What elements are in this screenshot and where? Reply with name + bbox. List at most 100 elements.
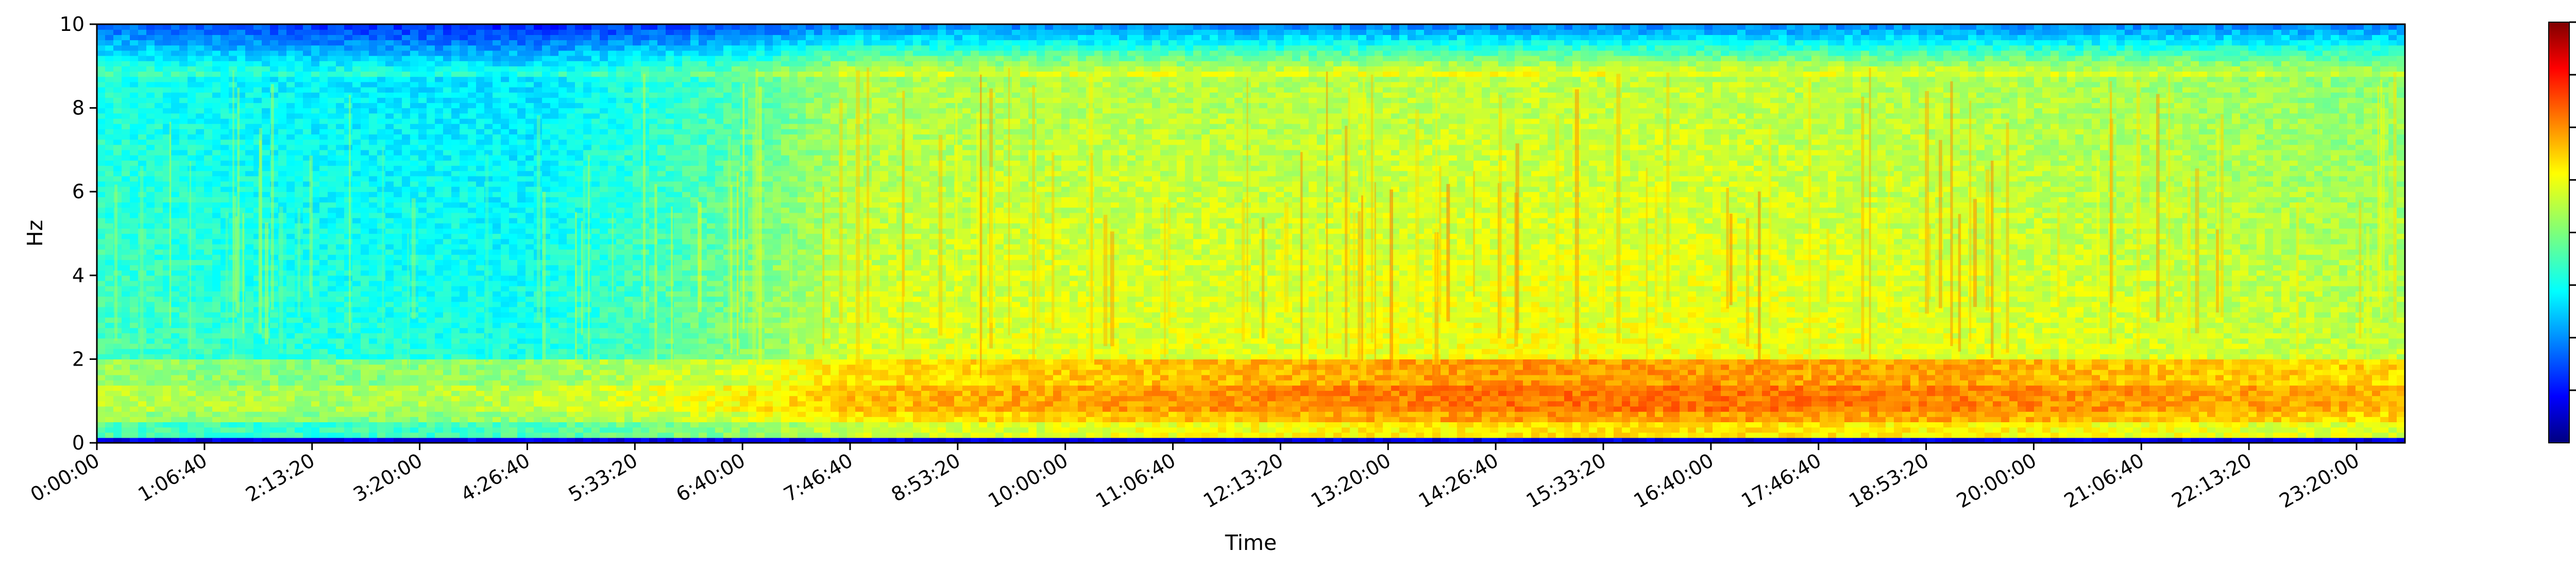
heatmap-cell [352, 202, 361, 208]
heatmap-cell [451, 406, 460, 412]
heatmap-cell [460, 427, 468, 433]
heatmap-cell [328, 61, 336, 66]
heatmap-cell [591, 134, 600, 140]
heatmap-cell [418, 124, 427, 129]
heatmap-cell [336, 297, 345, 302]
heatmap-cell [435, 265, 444, 271]
heatmap-cell [493, 176, 501, 182]
heatmap-cell [369, 176, 378, 182]
heatmap-cell [253, 417, 262, 422]
heatmap-cell [550, 56, 559, 61]
heatmap-cell [526, 312, 534, 318]
heatmap-cell [311, 134, 320, 140]
heatmap-cell [130, 338, 139, 344]
heatmap-cell [253, 375, 262, 381]
heatmap-cell [410, 150, 419, 156]
heatmap-cell [122, 155, 130, 161]
heatmap-cell [204, 234, 213, 239]
heatmap-cell [97, 56, 106, 61]
heatmap-cell [361, 140, 369, 145]
heatmap-cell [476, 359, 485, 365]
heatmap-cell [262, 417, 270, 422]
heatmap-cell [369, 380, 378, 386]
heatmap-cell [171, 61, 180, 66]
heatmap-cell [113, 359, 122, 365]
heatmap-cell [567, 208, 575, 213]
heatmap-cell [460, 50, 468, 56]
heatmap-cell [501, 29, 510, 35]
heatmap-cell [591, 433, 600, 438]
heatmap-cell [600, 396, 608, 402]
heatmap-cell [402, 370, 411, 375]
heatmap-cell [418, 150, 427, 156]
heatmap-cell [509, 140, 518, 145]
heatmap-cell [245, 396, 254, 402]
heatmap-cell [526, 150, 534, 156]
heatmap-cell [377, 176, 386, 182]
heatmap-cell [171, 338, 180, 344]
heatmap-cell [328, 302, 336, 307]
heatmap-cell [435, 223, 444, 229]
heatmap-cell [245, 427, 254, 433]
heatmap-cell [286, 29, 295, 35]
heatmap-cell [204, 327, 213, 333]
heatmap-cell [179, 165, 188, 171]
heatmap-cell [558, 45, 567, 51]
heatmap-cell [427, 291, 435, 297]
heatmap-cell [278, 113, 287, 119]
heatmap-cell [253, 365, 262, 370]
heatmap-cell [435, 260, 444, 265]
heatmap-cell [468, 72, 477, 77]
heatmap-cell [402, 29, 411, 35]
heatmap-cell [278, 411, 287, 417]
heatmap-cell [303, 29, 312, 35]
heatmap-cell [204, 375, 213, 381]
heatmap-cell [155, 302, 163, 307]
heatmap-cell [484, 129, 493, 134]
heatmap-cell [558, 380, 567, 386]
heatmap-cell [188, 265, 196, 271]
heatmap-cell [443, 370, 452, 375]
heatmap-cell [105, 317, 114, 323]
heatmap-cell [509, 181, 518, 187]
heatmap-cell [526, 140, 534, 145]
heatmap-cell [517, 118, 526, 124]
heatmap-cell [105, 208, 114, 213]
heatmap-cell [336, 396, 345, 402]
heatmap-cell [385, 365, 394, 370]
heatmap-cell [410, 45, 419, 51]
heatmap-cell [567, 118, 575, 124]
heatmap-cell [196, 254, 205, 260]
heatmap-cell [451, 286, 460, 291]
heatmap-cell [196, 417, 205, 422]
heatmap-cell [319, 66, 328, 72]
heatmap-cell [105, 244, 114, 250]
heatmap-cell [361, 411, 369, 417]
heatmap-cell [369, 317, 378, 323]
heatmap-cell [484, 40, 493, 46]
heatmap-cell [427, 333, 435, 339]
heatmap-cell [451, 171, 460, 177]
heatmap-cell [328, 312, 336, 318]
heatmap-cell [526, 197, 534, 202]
heatmap-cell [171, 234, 180, 239]
heatmap-cell [146, 108, 155, 114]
heatmap-cell [517, 176, 526, 182]
heatmap-cell [295, 72, 303, 77]
heatmap-cell [394, 322, 402, 328]
heatmap-cell [146, 417, 155, 422]
heatmap-cell [377, 291, 386, 297]
heatmap-cell [443, 254, 452, 260]
heatmap-cell [221, 197, 229, 202]
heatmap-cell [369, 228, 378, 234]
heatmap-cell [435, 291, 444, 297]
heatmap-cell [410, 406, 419, 412]
heatmap-cell [468, 77, 477, 82]
heatmap-cell [509, 35, 518, 40]
heatmap-cell [427, 239, 435, 245]
heatmap-cell [575, 113, 584, 119]
heatmap-cell [575, 145, 584, 150]
heatmap-cell [319, 244, 328, 250]
heatmap-cell [501, 155, 510, 161]
heatmap-cell [394, 338, 402, 344]
